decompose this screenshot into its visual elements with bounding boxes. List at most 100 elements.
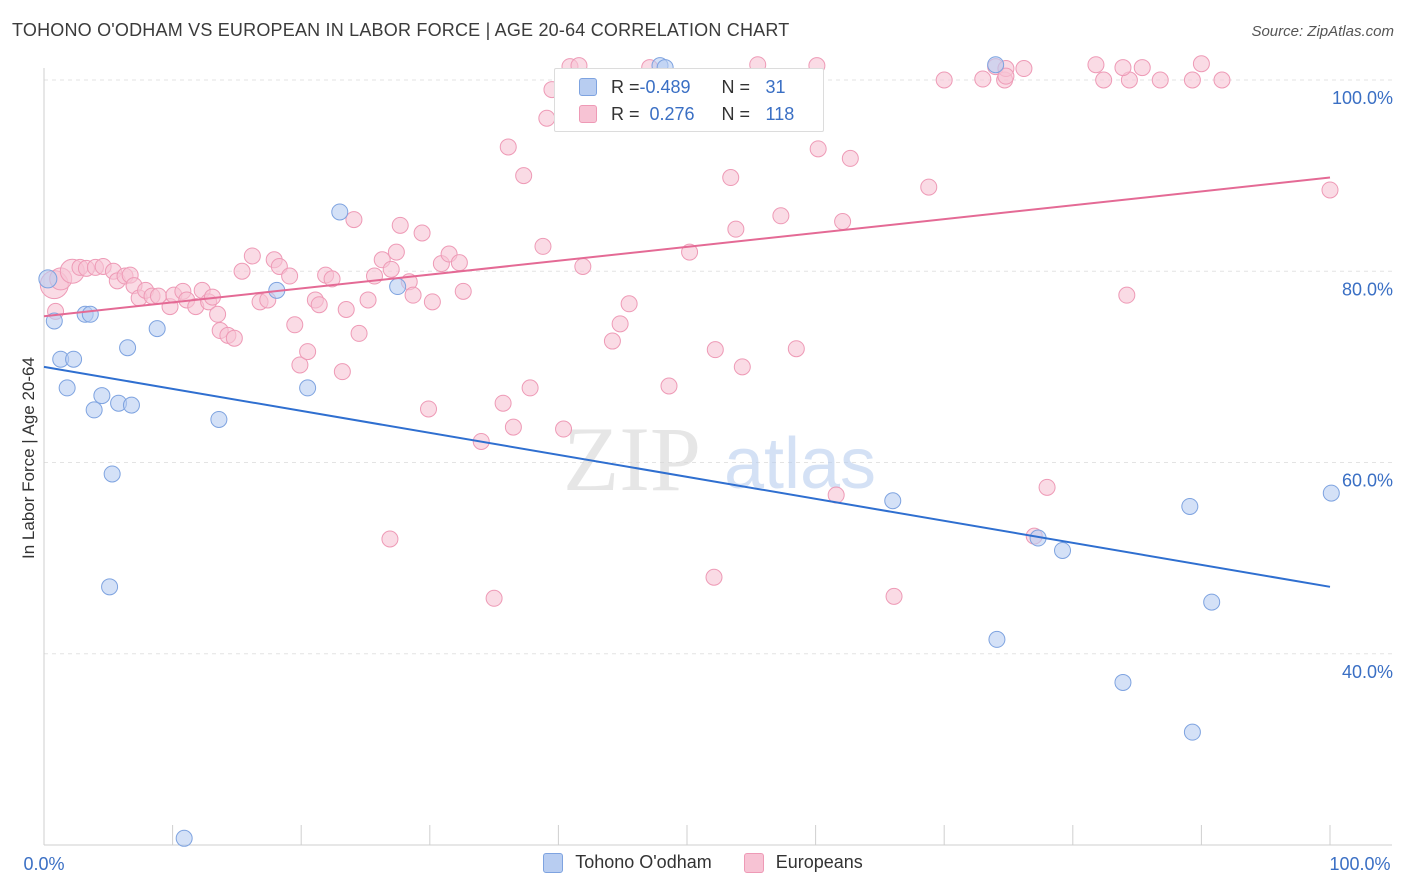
y-tick-label: 100.0% [1332,88,1393,108]
tohono-point [122,396,140,414]
european-point [885,587,903,605]
y-tick-label: 80.0% [1342,279,1393,299]
tick-labels: 40.0% 60.0% 80.0% 100.0% 0.0% 100.0% [23,88,1393,874]
european-point [359,291,377,309]
european-point [727,220,745,238]
european-point [1321,181,1339,199]
tohono-point [101,578,119,596]
y-tick-label: 60.0% [1342,471,1393,491]
legend-row-tohono: R = -0.489 N = 31 [579,75,786,99]
tohono-point [103,465,121,483]
european-point [450,254,468,272]
european-point [1151,71,1169,89]
european-point [515,167,533,185]
legend-n-value-tohono: 31 [765,76,786,97]
tohono-point [119,339,137,357]
european-point [281,267,299,285]
tohono-point [331,203,349,221]
legend-n-value-europeans: 118 [765,103,795,124]
european-point [611,315,629,333]
tohono-point [1054,541,1072,559]
source-label: Source: ZipAtlas.com [1251,23,1394,40]
trend-lines [43,176,1331,588]
european-point [345,211,363,229]
european-point [485,589,503,607]
european-point [681,243,699,261]
european-point [733,358,751,376]
tohono-point [85,401,103,419]
european-point [1095,71,1113,89]
european-point [413,224,431,242]
legend-r-label: R = [611,103,640,124]
tohono-point [1114,673,1132,691]
european-point [209,305,227,323]
tohono-point [987,56,1005,74]
european-point [1213,71,1231,89]
tohono-point [1183,723,1201,741]
european-point [603,332,621,350]
series-name-europeans: Europeans [775,852,863,872]
european-point [391,216,409,234]
european-point [841,149,859,167]
european-point [834,213,852,231]
series-legend-europeans: Europeans [743,852,863,873]
european-point [337,301,355,318]
series-swatch-europeans [743,852,764,873]
series-name-tohono: Tohono O'odham [575,852,712,872]
tohono-point [988,630,1006,648]
x-tick-label: 0.0% [23,854,64,874]
european-point [1038,478,1056,496]
european-point [404,286,422,304]
european-point [997,67,1015,85]
tohono-point [58,379,76,397]
european-point [323,270,341,288]
european-point [243,247,261,265]
series-legend: Tohono O'odham Europeans [0,852,1406,873]
legend-swatch-europeans [579,105,597,123]
european-point [291,356,309,374]
european-point [935,71,953,89]
european-point [225,329,243,347]
european-point [1133,59,1151,77]
tohono-point [93,387,111,405]
trend-line-europeans [43,176,1331,318]
tohono-point [299,379,317,397]
tohono-point [38,269,58,289]
european-point [350,324,368,342]
legend-n-label: N = [721,103,751,124]
european-point [1015,60,1033,78]
european-point [333,363,351,381]
european-point [534,237,552,255]
european-point [499,138,517,156]
tohono-point [45,312,63,330]
tohono-point [884,492,902,510]
legend-r-value-europeans: 0.276 [649,103,695,124]
european-point [772,207,790,225]
legend-r-value-tohono: -0.489 [639,76,691,97]
tohono-point [65,350,83,368]
european-point [494,394,512,412]
european-point [233,262,251,280]
tohono-point [1322,484,1340,502]
european-point [420,400,438,418]
y-axis-label: In Labor Force | Age 20-64 [19,357,38,559]
european-point [1118,286,1136,304]
european-point [310,296,328,314]
legend-row-europeans: R = 0.276 N = 118 [579,102,794,126]
european-point [1087,56,1105,74]
tohono-point [1181,497,1199,515]
correlation-legend: R = -0.489 N = 31 R = 0.276 N = 118 [554,68,824,132]
grid-lines [44,79,1392,655]
tohono-point [389,278,407,296]
watermark: ZIP atlas [563,408,876,510]
european-point [423,293,441,311]
european-point [555,420,573,438]
tohono-point [175,829,193,847]
axes [43,68,1392,846]
legend-n-label: N = [721,76,751,97]
european-point [454,282,472,300]
chart-title: TOHONO O'ODHAM VS EUROPEAN IN LABOR FORC… [12,20,790,40]
european-point [382,260,400,278]
tohono-point [81,305,99,323]
